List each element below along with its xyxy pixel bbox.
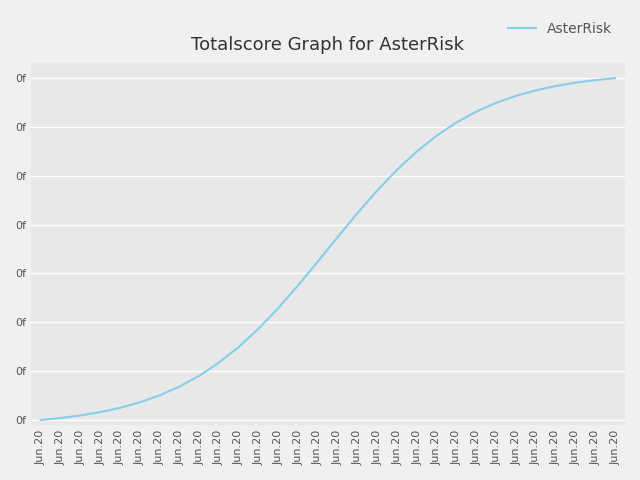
AsterRisk — [532, 87, 540, 93]
AsterRisk — [116, 405, 124, 411]
AsterRisk — [512, 93, 520, 99]
AsterRisk — [37, 417, 45, 423]
AsterRisk — [57, 415, 65, 421]
AsterRisk — [215, 360, 223, 365]
AsterRisk — [572, 80, 579, 85]
AsterRisk — [374, 187, 381, 193]
AsterRisk — [314, 258, 322, 264]
AsterRisk — [334, 234, 342, 240]
Legend: AsterRisk: AsterRisk — [503, 16, 618, 41]
AsterRisk — [156, 393, 163, 398]
AsterRisk — [195, 373, 203, 379]
AsterRisk — [394, 167, 401, 172]
AsterRisk — [175, 384, 183, 389]
AsterRisk — [433, 132, 441, 138]
AsterRisk — [294, 282, 302, 288]
Title: Totalscore Graph for AsterRisk: Totalscore Graph for AsterRisk — [191, 36, 465, 54]
AsterRisk — [97, 409, 104, 415]
AsterRisk — [453, 120, 461, 125]
AsterRisk — [235, 344, 243, 350]
AsterRisk — [552, 83, 559, 89]
AsterRisk — [611, 75, 619, 81]
Line: AsterRisk: AsterRisk — [41, 78, 615, 420]
AsterRisk — [591, 77, 599, 83]
AsterRisk — [255, 326, 262, 332]
AsterRisk — [472, 108, 480, 114]
AsterRisk — [354, 210, 362, 216]
AsterRisk — [275, 305, 282, 311]
AsterRisk — [413, 148, 421, 154]
AsterRisk — [492, 100, 500, 106]
AsterRisk — [77, 413, 84, 419]
AsterRisk — [136, 399, 143, 405]
